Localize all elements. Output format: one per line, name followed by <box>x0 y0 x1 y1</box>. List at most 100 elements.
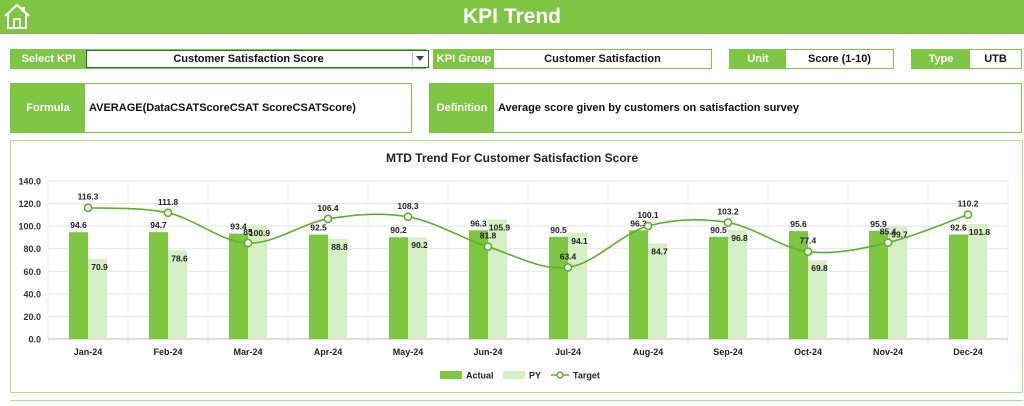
y-tick-label: 20.0 <box>23 312 41 322</box>
kpi-dropdown[interactable]: Customer Satisfaction Score <box>86 50 429 68</box>
x-tick-label: Feb-24 <box>153 347 182 357</box>
py-data-label: 105.9 <box>489 222 511 232</box>
target-point <box>803 247 813 257</box>
actual-bar <box>629 230 648 339</box>
actual-bar <box>69 232 88 339</box>
actual-data-label: 90.5 <box>710 225 727 235</box>
py-data-label: 99.7 <box>891 229 908 239</box>
actual-data-label: 95.6 <box>790 219 807 229</box>
x-tick-label: Aug-24 <box>633 347 664 357</box>
kpi-group-box: KPI Group Customer Satisfaction <box>433 49 712 69</box>
type-label: Type <box>912 50 970 68</box>
definition-value: Average score given by customers on sati… <box>498 102 799 114</box>
home-icon[interactable] <box>2 2 32 30</box>
py-bar <box>968 224 987 339</box>
formula-label: Formula <box>11 84 85 132</box>
actual-bar <box>709 236 728 339</box>
actual-data-label: 93.4 <box>230 222 247 232</box>
legend-swatch-py <box>503 371 525 379</box>
target-point <box>483 242 493 252</box>
actual-bar <box>389 237 408 339</box>
y-tick-label: 120.0 <box>18 199 41 209</box>
py-data-label: 101.8 <box>969 227 991 237</box>
py-bar <box>408 237 427 339</box>
actual-data-label: 90.5 <box>550 225 567 235</box>
unit-box: Unit Score (1-10) <box>729 49 894 69</box>
py-data-label: 90.2 <box>411 240 428 250</box>
target-data-label: 116.3 <box>78 192 99 202</box>
bottom-panel-edge <box>10 400 1023 406</box>
py-data-label: 69.8 <box>811 263 828 273</box>
x-tick-label: Jan-24 <box>74 347 103 357</box>
target-data-label: 81.8 <box>480 231 497 241</box>
x-tick-label: Dec-24 <box>953 347 983 357</box>
x-tick-label: Oct-24 <box>794 347 822 357</box>
chart-title: MTD Trend For Customer Satisfaction Scor… <box>385 151 639 165</box>
chevron-down-icon[interactable] <box>412 52 427 66</box>
legend-label-py: PY <box>529 371 541 381</box>
target-data-label: 108.3 <box>397 201 419 211</box>
actual-bar <box>949 234 968 339</box>
target-point <box>403 212 413 222</box>
py-bar <box>888 226 907 339</box>
kpi-group-label: KPI Group <box>434 50 494 68</box>
target-data-label: 100.1 <box>637 210 659 220</box>
py-data-label: 94.1 <box>571 236 588 246</box>
kpi-dropdown-value: Customer Satisfaction Score <box>173 53 324 65</box>
py-bar <box>488 219 507 339</box>
formula-box: Formula AVERAGE(DataCSATScoreCSAT ScoreC… <box>10 83 412 133</box>
py-bar <box>648 243 667 339</box>
page-title: KPI Trend <box>462 5 562 28</box>
target-point <box>163 208 173 218</box>
actual-bar <box>869 230 888 339</box>
actual-data-label: 92.5 <box>310 223 327 233</box>
kpi-group-value: Customer Satisfaction <box>544 53 661 65</box>
target-point <box>883 238 893 248</box>
target-data-label: 77.4 <box>800 236 817 246</box>
type-value: UTB <box>984 53 1007 65</box>
legend-label-target: Target <box>573 371 600 381</box>
py-bar <box>168 250 187 339</box>
actual-data-label: 96.3 <box>630 218 647 228</box>
actual-bar <box>789 231 808 339</box>
py-bar <box>568 232 587 339</box>
x-tick-label: Mar-24 <box>233 347 262 357</box>
py-bar <box>328 238 347 339</box>
x-tick-label: May-24 <box>393 347 424 357</box>
py-bar <box>248 225 267 339</box>
x-tick-label: Sep-24 <box>713 347 743 357</box>
target-point <box>323 214 333 224</box>
select-kpi-label: Select KPI <box>11 50 86 68</box>
actual-data-label: 96.3 <box>470 218 487 228</box>
target-point <box>643 221 653 231</box>
legend-swatch-actual <box>440 371 462 379</box>
target-data-label: 106.4 <box>317 203 339 213</box>
y-tick-label: 40.0 <box>23 289 41 299</box>
y-tick-label: 0.0 <box>28 335 41 345</box>
py-data-label: 70.9 <box>91 262 108 272</box>
actual-data-label: 90.2 <box>390 225 407 235</box>
target-point <box>83 203 93 213</box>
py-data-label: 78.6 <box>171 253 188 263</box>
py-bar <box>88 258 107 339</box>
py-bar <box>808 260 827 339</box>
target-point <box>723 218 733 227</box>
py-bar <box>728 229 747 339</box>
target-data-label: 85 <box>243 227 253 237</box>
formula-value: AVERAGE(DataCSATScoreCSAT ScoreCSATScore… <box>89 102 356 114</box>
py-data-label: 100.9 <box>249 228 271 238</box>
unit-label: Unit <box>730 50 786 68</box>
py-data-label: 96.8 <box>731 233 748 243</box>
target-data-label: 85.4 <box>880 227 897 237</box>
py-data-label: 84.7 <box>651 246 668 256</box>
legend-label-actual: Actual <box>466 371 494 381</box>
y-tick-label: 140.0 <box>18 177 41 187</box>
definition-label: Definition <box>430 84 494 132</box>
y-tick-label: 60.0 <box>23 267 41 277</box>
actual-bar <box>549 236 568 339</box>
target-point <box>563 263 573 272</box>
type-box: Type UTB <box>911 49 1022 69</box>
target-data-label: 103.2 <box>717 207 739 217</box>
y-tick-label: 100.0 <box>18 222 41 232</box>
